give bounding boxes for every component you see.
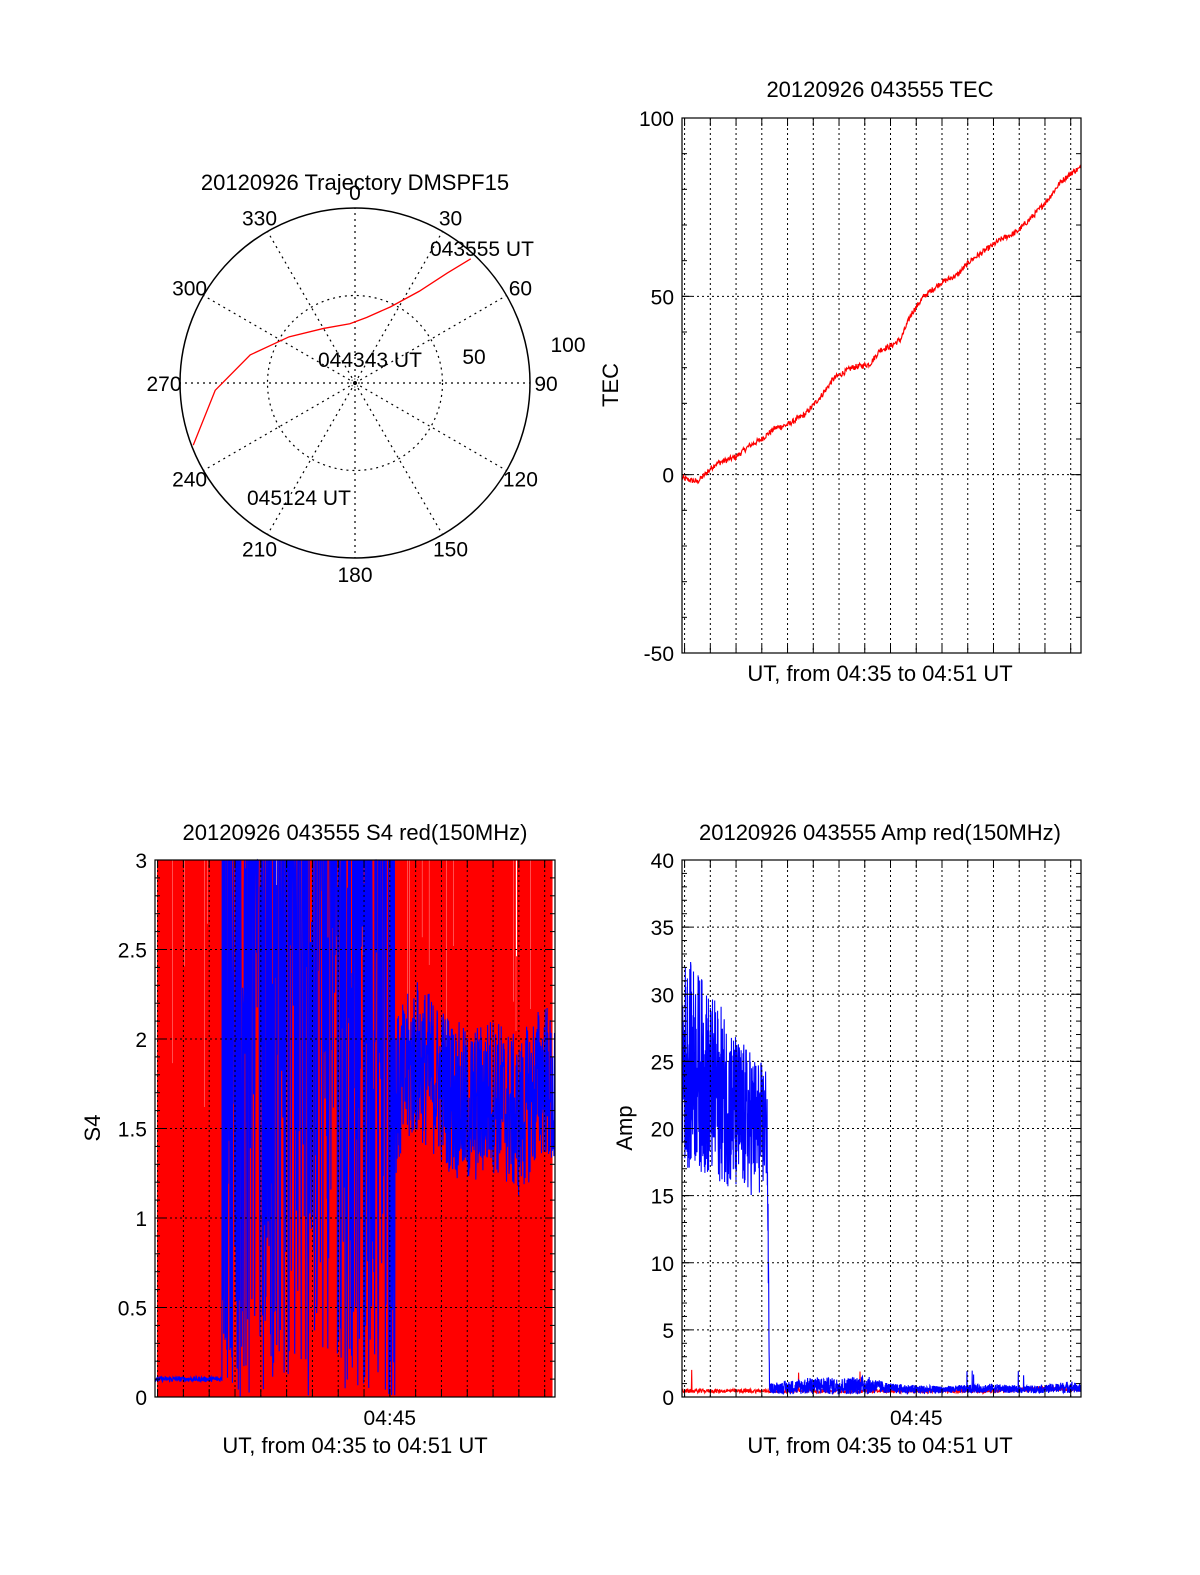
polar-angle-tick: 150 — [433, 538, 468, 561]
tec-ytick-label: 50 — [651, 286, 674, 309]
polar-trajectory-chart: 20120926 Trajectory DMSPF15 0 30 60 90 120 15… — [146, 170, 585, 587]
polar-angle-tick: 330 — [242, 208, 277, 231]
polar-radial-tick: 50 — [462, 346, 485, 369]
amp-ytick-label: 40 — [651, 850, 674, 873]
tec-ytick-label: -50 — [644, 643, 674, 666]
polar-angle-tick: 60 — [509, 278, 532, 301]
polar-spoke — [354, 294, 507, 384]
polar-spoke — [203, 382, 356, 472]
s4-ylabel: S4 — [80, 1115, 105, 1142]
amp-ytick-label: 10 — [651, 1253, 674, 1276]
amp-ytick-label: 5 — [662, 1320, 674, 1343]
s4-xlabel: UT, from 04:35 to 04:51 UT — [222, 1433, 487, 1458]
tec-ytick-label: 0 — [662, 465, 674, 488]
tec-plot-area: -50 0 50 100 — [639, 108, 1082, 666]
polar-angle-tick: 180 — [337, 564, 372, 587]
amp-chart: 20120926 043555 Amp red(150MHz) 0 5 10 15 20… — [612, 820, 1082, 1458]
s4-ytick-label: 0.5 — [118, 1298, 147, 1321]
polar-spoke — [266, 382, 356, 535]
annotation-center: 044343 UT — [318, 349, 422, 372]
annotation-start: 043555 UT — [430, 238, 534, 261]
polar-title: 20120926 Trajectory DMSPF15 — [201, 170, 509, 195]
polar-angle-tick: 90 — [534, 373, 557, 396]
amp-frame — [681, 859, 1082, 1398]
polar-angle-tick: 210 — [242, 538, 277, 561]
amp-ytick-label: 30 — [651, 984, 674, 1007]
amp-xlabel: UT, from 04:35 to 04:51 UT — [747, 1433, 1012, 1458]
polar-angle-tick: 240 — [172, 469, 207, 492]
tec-frame — [681, 117, 1082, 654]
amp-plot-area: 0 5 10 15 20 25 30 35 40 04:45 — [651, 850, 1082, 1430]
polar-spoke — [203, 294, 356, 384]
polar-spoke — [354, 382, 507, 472]
s4-title: 20120926 043555 S4 red(150MHz) — [183, 820, 528, 845]
s4-xtick-label: 04:45 — [364, 1407, 417, 1430]
s4-ytick-label: 3 — [135, 850, 147, 873]
tec-ytick-label: 100 — [639, 108, 674, 131]
polar-radial-tick: 100 — [550, 334, 585, 357]
polar-angle-tick: 270 — [146, 373, 181, 396]
polar-angle-tick: 300 — [172, 278, 207, 301]
polar-ring-50 — [266, 294, 444, 472]
amp-ytick-label: 15 — [651, 1186, 674, 1209]
amp-ytick-label: 0 — [662, 1387, 674, 1410]
polar-trajectory-line — [192, 258, 472, 446]
amp-ylabel: Amp — [612, 1105, 637, 1150]
polar-angle-tick: 120 — [503, 469, 538, 492]
amp-ytick-label: 35 — [651, 917, 674, 940]
tec-ylabel: TEC — [598, 363, 623, 407]
polar-ring-100 — [350, 378, 360, 388]
s4-ytick-label: 1 — [135, 1208, 147, 1231]
tec-title: 20120926 043555 TEC — [766, 77, 993, 102]
tec-xlabel: UT, from 04:35 to 04:51 UT — [747, 661, 1012, 686]
s4-ytick-label: 0 — [135, 1387, 147, 1410]
polar-spoke — [354, 382, 444, 535]
s4-ytick-label: 2.5 — [118, 940, 147, 963]
s4-ytick-label: 2 — [135, 1029, 147, 1052]
polar-spoke — [354, 231, 444, 384]
s4-frame — [154, 859, 556, 1398]
s4-ytick-label: 1.5 — [118, 1119, 147, 1142]
polar-plot-area: 0 30 60 90 120 150 180 210 240 270 300 330 50 100 — [146, 182, 585, 587]
tec-chart: 20120926 043555 TEC -50 0 50 100 UT, from 0… — [598, 77, 1082, 686]
s4-chart: 20120926 043555 S4 red(150MHz) 0 0.5 1 1.5 2… — [80, 820, 556, 1458]
annotation-end: 045124 UT — [247, 487, 351, 510]
amp-xtick-label: 04:45 — [890, 1407, 943, 1430]
polar-angle-tick: 30 — [439, 208, 462, 231]
s4-plot-area: 0 0.5 1 1.5 2 2.5 3 04:45 — [118, 850, 556, 1430]
amp-ytick-label: 25 — [651, 1051, 674, 1074]
amp-title: 20120926 043555 Amp red(150MHz) — [699, 820, 1061, 845]
amp-blue-series — [681, 959, 1082, 1396]
polar-spoke — [266, 231, 356, 384]
tec-series-line — [681, 164, 1082, 485]
polar-angle-tick: 0 — [349, 182, 361, 205]
amp-ytick-label: 20 — [651, 1119, 674, 1142]
